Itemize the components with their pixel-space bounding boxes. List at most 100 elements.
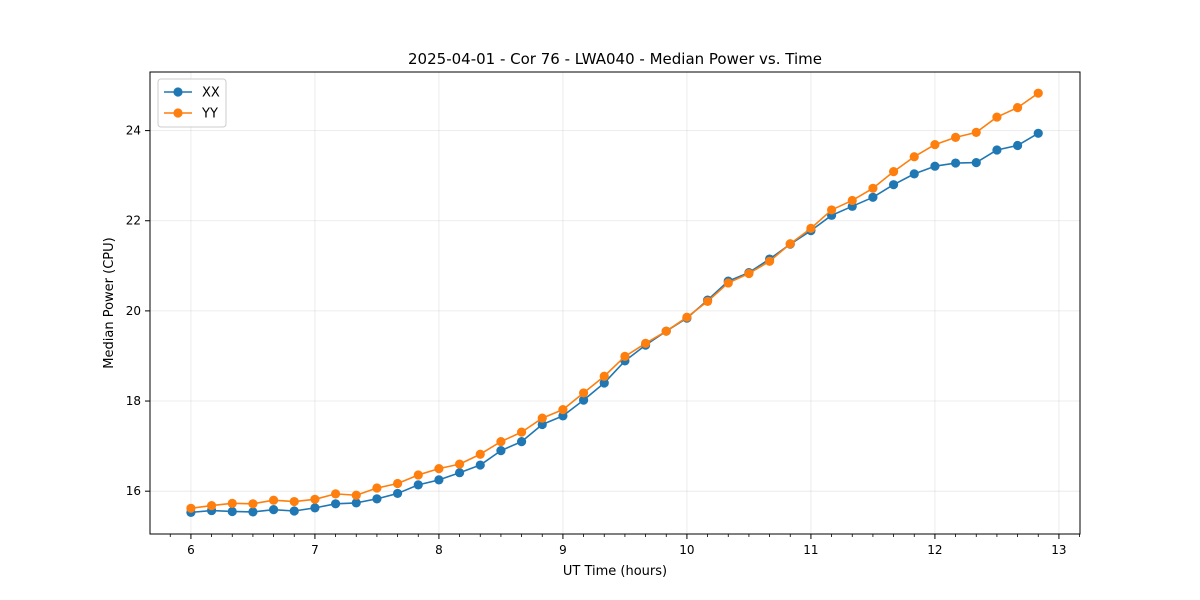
data-point-yy bbox=[909, 152, 919, 162]
data-point-yy bbox=[1012, 103, 1023, 113]
data-point-xx bbox=[1033, 128, 1043, 138]
data-point-xx bbox=[888, 180, 899, 190]
data-point-yy bbox=[516, 427, 527, 437]
data-point-yy bbox=[640, 338, 651, 348]
grid-lines bbox=[150, 72, 1080, 534]
x-tick-label: 8 bbox=[435, 543, 443, 557]
data-point-yy bbox=[682, 312, 692, 322]
x-tick-label: 7 bbox=[311, 543, 319, 557]
data-point-xx bbox=[454, 468, 465, 478]
y-tick-label: 16 bbox=[126, 484, 141, 498]
data-point-xx bbox=[310, 503, 320, 513]
axis-ticks: 6 7 8 9 10 11 12 13 16 18 20 22 24 bbox=[126, 124, 1080, 557]
plot-frame bbox=[149, 71, 1081, 535]
data-point-yy bbox=[785, 239, 795, 249]
data-point-yy bbox=[372, 483, 382, 493]
legend-label: YY bbox=[201, 107, 218, 122]
data-point-yy bbox=[620, 351, 630, 362]
data-point-xx bbox=[413, 480, 423, 490]
legend-marker bbox=[173, 108, 183, 118]
y-tick-label: 22 bbox=[126, 214, 141, 228]
y-axis-label: Median Power (CPU) bbox=[102, 237, 117, 368]
data-point-yy bbox=[847, 195, 857, 206]
data-point-yy bbox=[702, 296, 713, 307]
data-point-yy bbox=[1033, 88, 1043, 98]
data-point-yy bbox=[661, 326, 671, 336]
data-point-yy bbox=[206, 501, 217, 511]
x-tick-label: 10 bbox=[679, 543, 694, 557]
data-point-xx bbox=[868, 192, 878, 202]
legend-entry-yy: YY bbox=[164, 107, 218, 122]
data-point-xx bbox=[1012, 140, 1023, 151]
data-point-yy bbox=[558, 404, 568, 415]
data-point-xx bbox=[950, 158, 961, 168]
data-point-yy bbox=[806, 223, 816, 234]
data-point-xx bbox=[537, 419, 547, 430]
y-tick-label: 20 bbox=[126, 304, 141, 318]
y-tick-label: 24 bbox=[126, 124, 141, 138]
data-point-yy bbox=[454, 459, 465, 469]
data-point-yy bbox=[186, 503, 196, 513]
data-point-yy bbox=[764, 256, 775, 266]
legend-label: XX bbox=[202, 86, 220, 101]
data-point-xx bbox=[434, 475, 444, 485]
data-point-xx bbox=[558, 411, 568, 421]
x-tick-label: 6 bbox=[187, 543, 195, 557]
data-point-xx bbox=[930, 161, 940, 171]
data-point-yy bbox=[227, 498, 237, 508]
data-point-yy bbox=[289, 496, 299, 507]
x-tick-label: 13 bbox=[1051, 543, 1066, 557]
data-point-xx bbox=[227, 506, 237, 517]
data-point-yy bbox=[992, 112, 1002, 122]
data-point-yy bbox=[950, 132, 961, 142]
data-point-xx bbox=[909, 169, 919, 179]
series-line-xx bbox=[190, 132, 1039, 514]
data-point-yy bbox=[723, 278, 733, 288]
legend-entry-xx: XX bbox=[164, 86, 220, 101]
data-point-xx bbox=[248, 507, 258, 517]
data-point-xx bbox=[992, 145, 1002, 155]
data-point-yy bbox=[434, 464, 444, 474]
data-point-xx bbox=[599, 378, 609, 388]
y-tick-label: 18 bbox=[126, 394, 141, 408]
data-point-yy bbox=[392, 478, 403, 489]
data-point-yy bbox=[599, 371, 609, 381]
x-axis-label: UT Time (hours) bbox=[563, 564, 667, 579]
series-layer bbox=[186, 88, 1043, 517]
data-point-yy bbox=[888, 167, 899, 177]
chart-title: 2025-04-01 - Cor 76 - LWA040 - Median Po… bbox=[408, 50, 822, 68]
data-point-yy bbox=[413, 470, 423, 480]
data-point-xx bbox=[351, 498, 361, 508]
x-tick-label: 11 bbox=[803, 543, 818, 557]
series-yy bbox=[186, 88, 1043, 513]
data-point-xx bbox=[578, 395, 589, 405]
data-point-xx bbox=[496, 446, 506, 456]
data-point-yy bbox=[826, 205, 837, 215]
legend-marker bbox=[173, 87, 183, 97]
data-point-yy bbox=[330, 489, 341, 499]
data-point-yy bbox=[248, 499, 258, 509]
data-point-xx bbox=[475, 460, 485, 470]
data-point-yy bbox=[930, 139, 940, 150]
data-point-yy bbox=[475, 449, 485, 459]
data-point-yy bbox=[537, 413, 547, 423]
data-point-xx bbox=[268, 505, 279, 515]
data-point-yy bbox=[496, 437, 506, 447]
x-tick-label: 12 bbox=[927, 543, 942, 557]
data-point-yy bbox=[578, 388, 589, 398]
data-point-yy bbox=[744, 268, 754, 279]
data-point-yy bbox=[868, 183, 878, 193]
data-point-xx bbox=[392, 488, 403, 499]
data-point-xx bbox=[372, 494, 382, 504]
x-tick-label: 9 bbox=[559, 543, 567, 557]
data-point-xx bbox=[289, 506, 299, 516]
data-point-xx bbox=[330, 499, 341, 509]
data-point-yy bbox=[351, 490, 361, 500]
data-point-yy bbox=[971, 127, 981, 137]
data-point-xx bbox=[971, 157, 981, 168]
data-point-xx bbox=[516, 437, 527, 447]
data-point-yy bbox=[310, 494, 320, 504]
legend: XX YY bbox=[157, 78, 227, 128]
